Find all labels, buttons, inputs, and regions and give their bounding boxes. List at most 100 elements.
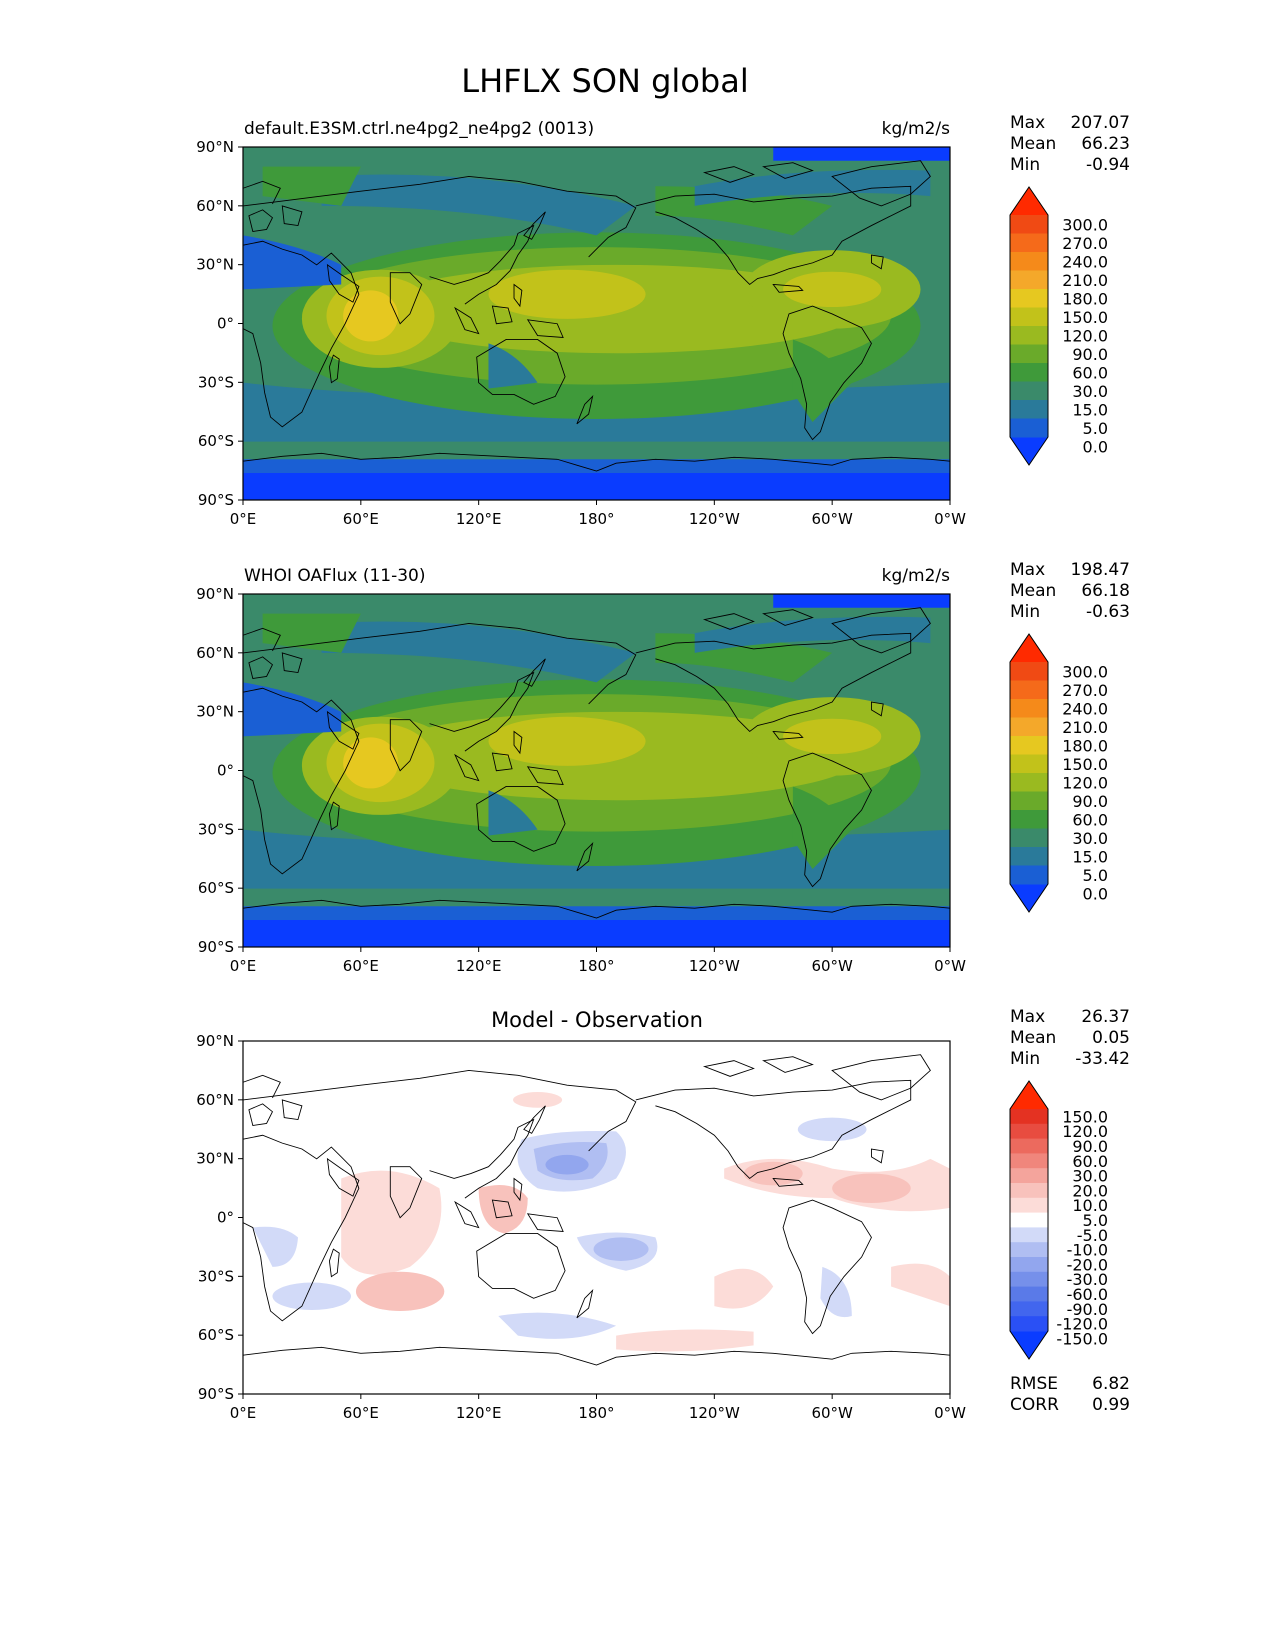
- map-reference: [242, 594, 951, 948]
- colorbar-outline: [1009, 1080, 1049, 1360]
- stat-min-value: -0.94: [1086, 155, 1130, 175]
- colorbar-segment: [1010, 736, 1048, 755]
- colorbar-segment: [1010, 289, 1048, 308]
- colorbar-tick-label: 210.0: [1062, 718, 1108, 737]
- stat-max-value: 26.37: [1081, 1007, 1130, 1027]
- x-tick-label: 120°W: [689, 1404, 740, 1422]
- y-tick-label: 30°S: [198, 820, 234, 838]
- colorbar-segment: [1010, 363, 1048, 382]
- colorbar-segment: [1010, 847, 1048, 866]
- colorbar-segment: [1010, 326, 1048, 345]
- y-tick-label: 60°S: [198, 1326, 234, 1344]
- colorbar-tick-label: 90.0: [1072, 345, 1108, 364]
- stat-mean-label: Mean: [1010, 1028, 1056, 1048]
- y-tick-label: 90°S: [198, 1385, 234, 1403]
- stat-mean-value: 66.18: [1081, 581, 1130, 601]
- figure-title: LHFLX SON global: [461, 62, 748, 100]
- colorbar-tick-label: 10.0: [1072, 1196, 1108, 1215]
- colorbar-tick-label: 15.0: [1072, 400, 1108, 419]
- colorbar-segment: [1010, 791, 1048, 811]
- x-tick-label: 60°W: [811, 1404, 853, 1422]
- x-tick-label: 60°W: [811, 510, 853, 528]
- y-tick-label: 90°N: [196, 1032, 234, 1050]
- colorbar-segment: [1010, 233, 1048, 253]
- colorbar-tick-label: 240.0: [1062, 252, 1108, 271]
- colorbar-tick-label: 180.0: [1062, 736, 1108, 755]
- colorbar-segment: [1010, 344, 1048, 364]
- colorbar-tick-label: 240.0: [1062, 699, 1108, 718]
- colorbar-tick-label: -20.0: [1067, 1255, 1108, 1274]
- colorbar-tick-label: -10.0: [1067, 1241, 1108, 1260]
- y-tick-label: 30°N: [196, 703, 234, 721]
- colorbar-segment: [1010, 865, 1048, 885]
- colorbar-segment: [1010, 1316, 1048, 1332]
- stat-mean-value: 66.23: [1081, 134, 1130, 154]
- y-tick-label: 90°N: [196, 138, 234, 156]
- colorbar-tick-label: -30.0: [1067, 1270, 1108, 1289]
- colorbar-tick-label: 90.0: [1072, 792, 1108, 811]
- colorbar-tick-label: 15.0: [1072, 847, 1108, 866]
- y-tick-label: 0°: [217, 762, 234, 780]
- colorbar-extend-bottom: [1010, 1331, 1048, 1359]
- x-tick-label: 120°E: [456, 510, 502, 528]
- y-tick-label: 60°S: [198, 432, 234, 450]
- x-tick-label: 60°E: [343, 1404, 379, 1422]
- y-tick-label: 0°: [217, 315, 234, 333]
- x-tick-label: 60°W: [811, 957, 853, 975]
- rmse-label: RMSE: [1010, 1374, 1058, 1394]
- x-tick-label: 180°: [578, 957, 614, 975]
- colorbar-tick-label: 180.0: [1062, 289, 1108, 308]
- y-tick-label: 90°N: [196, 585, 234, 603]
- colorbar-tick-label: 30.0: [1072, 382, 1108, 401]
- x-tick-label: 0°W: [934, 1404, 966, 1422]
- panel-units: kg/m2/s: [882, 566, 950, 586]
- colorbar-segment: [1010, 1242, 1048, 1258]
- y-tick-label: 60°N: [196, 1091, 234, 1109]
- x-tick-label: 0°E: [230, 1404, 257, 1422]
- x-tick-label: 180°: [578, 510, 614, 528]
- panel-title-left: default.E3SM.ctrl.ne4pg2_ne4pg2 (0013): [244, 119, 594, 139]
- colorbar-segment: [1010, 828, 1048, 848]
- colorbar-extend-bottom: [1010, 437, 1048, 465]
- corr-value: 0.99: [1092, 1395, 1130, 1415]
- colorbar-outline: [1009, 633, 1049, 913]
- x-tick-label: 60°E: [343, 510, 379, 528]
- x-tick-label: 0°E: [230, 957, 257, 975]
- colorbar-segment: [1010, 1168, 1048, 1184]
- map-difference: [242, 1041, 951, 1395]
- colorbar-tick-label: 300.0: [1062, 662, 1108, 681]
- stat-min-value: -0.63: [1086, 602, 1130, 622]
- colorbar-tick-label: 150.0: [1062, 1107, 1108, 1126]
- colorbar-extend-bottom: [1010, 884, 1048, 912]
- x-tick-label: 120°W: [689, 957, 740, 975]
- panel-title-left: WHOI OAFlux (11-30): [244, 566, 426, 586]
- x-tick-label: 180°: [578, 1404, 614, 1422]
- colorbar-tick-label: 30.0: [1072, 829, 1108, 848]
- stat-max-label: Max: [1010, 113, 1045, 133]
- stat-max-label: Max: [1010, 1007, 1045, 1027]
- colorbar-segment: [1010, 1123, 1048, 1140]
- panel-test: default.E3SM.ctrl.ne4pg2_ne4pg2 (0013) k…: [196, 113, 1130, 528]
- colorbar-outline: [1009, 186, 1049, 466]
- y-tick-label: 0°: [217, 1209, 234, 1227]
- colorbar-segment: [1010, 270, 1048, 290]
- colorbar-tick-label: 270.0: [1062, 234, 1108, 253]
- colorbar-segment: [1010, 699, 1048, 718]
- colorbar-tick-label: 60.0: [1072, 810, 1108, 829]
- colorbar-tick-label: 270.0: [1062, 681, 1108, 700]
- colorbar-segment: [1010, 1197, 1048, 1214]
- colorbar-segment: [1010, 215, 1048, 234]
- x-tick-label: 120°E: [456, 1404, 502, 1422]
- colorbar-segment: [1010, 418, 1048, 438]
- colorbar-extend-top: [1010, 1081, 1048, 1109]
- colorbar-extend-top: [1010, 187, 1048, 215]
- panel-reference: WHOI OAFlux (11-30) kg/m2/s 0°E 60°E 120°E…: [196, 560, 1130, 975]
- colorbar-segment: [1010, 773, 1048, 792]
- stat-max-label: Max: [1010, 560, 1045, 580]
- colorbar-tick-label: -150.0: [1056, 1329, 1108, 1348]
- colorbar-segment: [1010, 1138, 1048, 1154]
- colorbar-tick-label: 210.0: [1062, 271, 1108, 290]
- colorbar-segment: [1010, 1271, 1048, 1288]
- colorbar-tick-label: 150.0: [1062, 308, 1108, 327]
